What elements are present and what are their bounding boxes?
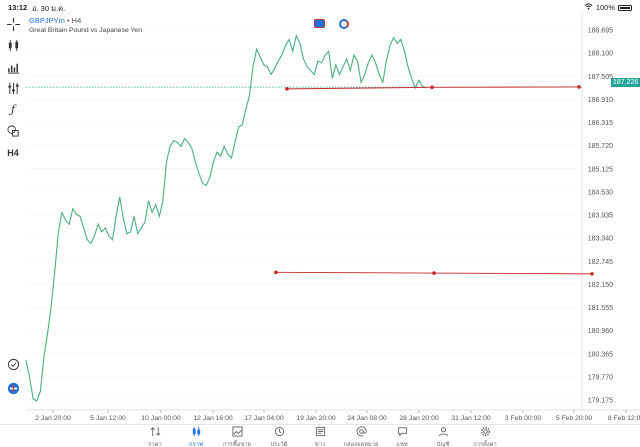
status-date: อ. 30 ม.ค. xyxy=(32,4,66,13)
history-icon xyxy=(259,426,299,438)
nav-item-label: ข่าว xyxy=(314,442,326,447)
nav-item-label: การซื้อขาย xyxy=(223,442,251,447)
y-tick-label: 186.315 xyxy=(588,120,613,127)
chart-type-icon[interactable] xyxy=(5,59,21,75)
chat-icon xyxy=(382,426,422,438)
y-tick-label: 185.720 xyxy=(588,143,613,150)
trend-line-handle xyxy=(274,270,278,275)
x-tick-label: 10 Jan 00:00 xyxy=(141,415,181,422)
function-icon[interactable]: ƒ xyxy=(10,102,16,116)
status-bar: 13:12 อ. 30 ม.ค. 100% xyxy=(0,0,640,14)
x-tick-label: 28 Jan 20:00 xyxy=(399,415,439,422)
nav-item-mailbox[interactable]: กล่องจดหมาย xyxy=(341,426,381,447)
trend-line-handle xyxy=(432,271,436,275)
trend-line-handle xyxy=(590,272,594,276)
y-tick-label: 188.100 xyxy=(588,51,613,58)
one-click-panel xyxy=(314,19,349,29)
symbol-name[interactable]: GBPJPYm xyxy=(29,16,65,25)
bottom-nav: ราคา กราฟ การซื้อขาย ประวัติ ข่าว กล่องจดหมาย… xyxy=(0,424,640,447)
nav-item-quotes[interactable]: ราคา xyxy=(135,426,175,447)
crosshair-icon[interactable] xyxy=(5,16,21,32)
x-tick-label: 31 Jan 12:00 xyxy=(451,415,491,422)
nav-item-label: กล่องจดหมาย xyxy=(343,442,379,447)
x-tick-label: 8 Feb 12:00 xyxy=(608,415,640,422)
y-tick-label: 179.770 xyxy=(588,374,613,381)
symbol-description: Great Britain Pound vs Japanese Yen xyxy=(29,27,142,34)
y-tick-label: 183.935 xyxy=(588,213,613,220)
symbol-separator: • xyxy=(66,16,70,25)
wifi-icon xyxy=(584,3,593,12)
account-icon xyxy=(423,426,463,438)
nav-item-settings[interactable]: การตั้งค่า xyxy=(465,426,505,447)
nav-item-label: ประวัติ xyxy=(270,442,288,447)
y-tick-label: 180.960 xyxy=(588,328,613,335)
nav-item-trade[interactable]: การซื้อขาย xyxy=(217,426,257,447)
y-tick-label: 186.910 xyxy=(588,97,613,104)
x-tick-label: 5 Feb 20:00 xyxy=(556,415,592,422)
nav-item-news[interactable]: ข่าว xyxy=(300,426,340,447)
nav-item-label: ราคา xyxy=(148,442,162,447)
news-icon xyxy=(300,426,340,438)
nav-item-label: บัญชี xyxy=(436,442,450,447)
settings-icon xyxy=(465,426,505,438)
x-tick-label: 19 Jan 20:00 xyxy=(296,415,336,422)
trend-line-handle xyxy=(577,85,581,89)
y-tick-label: 184.530 xyxy=(588,189,613,196)
chart-icon xyxy=(176,426,216,438)
chart-canvas[interactable]: 188.695 188.100 187.505 186.910 186.315 185.7… xyxy=(25,14,640,424)
status-time: 13:12 xyxy=(8,3,28,12)
battery-percent: 100% xyxy=(595,3,615,12)
trend-line-handle xyxy=(430,85,434,90)
y-tick-label: 181.555 xyxy=(588,305,613,312)
symbol-header: GBPJPYm • H4 Great Britain Pound vs Japa… xyxy=(29,16,142,34)
y-tick-label: 180.365 xyxy=(588,351,613,358)
y-tick-label: 185.125 xyxy=(588,166,613,173)
mailbox-icon xyxy=(341,426,381,438)
price-line xyxy=(25,33,427,402)
trend-line-handle xyxy=(285,87,289,91)
trade-icon xyxy=(217,426,257,438)
x-tick-label: 2 Jan 20:00 xyxy=(35,415,71,422)
timeframe-button[interactable]: H4 xyxy=(7,148,19,158)
nav-item-label: กราฟ xyxy=(189,442,203,447)
nav-item-history[interactable]: ประวัติ xyxy=(259,426,299,447)
y-tick-label: 179.175 xyxy=(588,398,613,405)
sync-icon[interactable] xyxy=(339,19,349,29)
quotes-icon xyxy=(135,426,175,438)
x-tick-label: 12 Jan 16:00 xyxy=(193,415,233,422)
nav-item-label: แชท xyxy=(396,442,408,447)
x-tick-label: 5 Jan 12:00 xyxy=(90,415,126,422)
current-price-badge: 187.226 xyxy=(611,78,640,87)
app-logo-icon[interactable] xyxy=(5,380,21,396)
x-tick-label: 17 Jan 04:00 xyxy=(244,415,284,422)
nav-item-label: การตั้งค่า xyxy=(473,442,497,447)
price-chart[interactable]: 188.695 188.100 187.505 186.910 186.315 185.7… xyxy=(25,14,640,424)
nav-item-chat[interactable]: แชท xyxy=(382,426,422,447)
shapes-icon[interactable] xyxy=(5,122,21,138)
y-tick-label: 188.695 xyxy=(588,28,613,35)
one-click-trade-icon[interactable] xyxy=(314,19,325,28)
y-tick-label: 182.745 xyxy=(588,259,613,266)
nav-item-account[interactable]: บัญชี xyxy=(423,426,463,447)
left-toolbar: ƒ H4 xyxy=(0,14,26,424)
battery-icon xyxy=(618,4,632,11)
y-tick-label: 187.505 xyxy=(588,74,613,81)
zoom-check-icon[interactable] xyxy=(5,356,21,372)
y-tick-label: 182.150 xyxy=(588,282,613,289)
y-tick-label: 183.340 xyxy=(588,236,613,243)
nav-item-chart[interactable]: กราฟ xyxy=(176,426,216,447)
candles-icon[interactable] xyxy=(5,37,21,53)
indicators-icon[interactable] xyxy=(5,80,21,96)
status-right: 100% xyxy=(584,3,632,12)
symbol-timeframe: H4 xyxy=(71,16,82,25)
x-tick-label: 3 Feb 00:00 xyxy=(505,415,541,422)
x-tick-label: 24 Jan 08:00 xyxy=(347,415,387,422)
